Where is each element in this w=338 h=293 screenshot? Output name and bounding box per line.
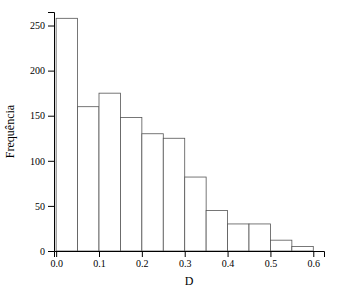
- histogram-bar: [99, 93, 120, 251]
- x-tick-mark: [185, 251, 186, 257]
- x-axis: 0.0 0.1 0.2 0.3 0.4 0.5 0.6: [50, 251, 324, 269]
- histogram-bar: [185, 177, 206, 251]
- y-tick: 200: [30, 65, 54, 76]
- x-tick-mark: [270, 251, 271, 257]
- x-tick-mark: [142, 251, 143, 257]
- y-tick-label: 0: [40, 246, 45, 257]
- histogram-bar: [206, 210, 227, 251]
- y-tick-label: 250: [30, 20, 45, 31]
- histogram-bar: [56, 18, 77, 251]
- x-tick-mark: [56, 251, 57, 257]
- histogram-bar: [228, 224, 249, 251]
- y-tick-mark: [48, 71, 54, 72]
- x-tick: 0.4: [222, 251, 235, 269]
- histogram-bar: [120, 118, 141, 251]
- chart: 0.0 0.1 0.2 0.3 0.4 0.5 0.6 0 50 100 150 200 250 D Fre…: [0, 0, 338, 293]
- y-tick-mark: [48, 161, 54, 162]
- x-tick: 0.0: [50, 251, 63, 269]
- x-axis-line: [55, 252, 325, 258]
- histogram-bar: [270, 240, 291, 251]
- x-tick-mark: [99, 251, 100, 257]
- x-tick: 0.2: [136, 251, 149, 269]
- histogram-bar: [78, 107, 99, 251]
- y-axis: 0 50 100 150 200 250: [30, 13, 55, 257]
- histogram-bar: [292, 246, 313, 251]
- x-tick: 0.6: [308, 251, 321, 269]
- y-tick-label: 150: [30, 110, 45, 121]
- y-axis-title: Frequência: [3, 104, 17, 158]
- x-tick-label: 0.1: [93, 258, 106, 269]
- x-tick-label: 0.2: [136, 258, 149, 269]
- x-tick-mark: [313, 251, 314, 257]
- y-tick-mark: [48, 251, 54, 252]
- x-tick-label: 0.0: [50, 258, 63, 269]
- y-tick: 100: [30, 156, 54, 167]
- y-tick: 150: [30, 110, 54, 121]
- y-tick-mark: [48, 116, 54, 117]
- y-tick-label: 100: [30, 156, 45, 167]
- x-tick: 0.5: [265, 251, 278, 269]
- histogram-bar: [142, 134, 163, 251]
- x-tick: 0.1: [93, 251, 106, 269]
- y-tick-mark: [48, 26, 54, 27]
- y-tick: 250: [30, 20, 54, 31]
- y-tick: 50: [35, 201, 54, 212]
- bars: [56, 18, 313, 251]
- y-axis-line: [48, 13, 55, 252]
- plot: 0.0 0.1 0.2 0.3 0.4 0.5 0.6 0 50 100 150 200 250: [30, 13, 325, 270]
- y-tick: 0: [40, 246, 54, 257]
- x-tick-label: 0.3: [179, 258, 192, 269]
- x-tick-label: 0.4: [222, 258, 235, 269]
- y-tick-label: 50: [35, 201, 45, 212]
- x-tick-mark: [228, 251, 229, 257]
- histogram-bar: [163, 138, 184, 251]
- x-tick-label: 0.5: [265, 258, 278, 269]
- x-axis-title: D: [185, 274, 194, 288]
- y-tick-mark: [48, 206, 54, 207]
- histogram-bar: [249, 224, 270, 251]
- y-tick-label: 200: [30, 65, 45, 76]
- x-tick: 0.3: [179, 251, 192, 269]
- x-tick-label: 0.6: [308, 258, 321, 269]
